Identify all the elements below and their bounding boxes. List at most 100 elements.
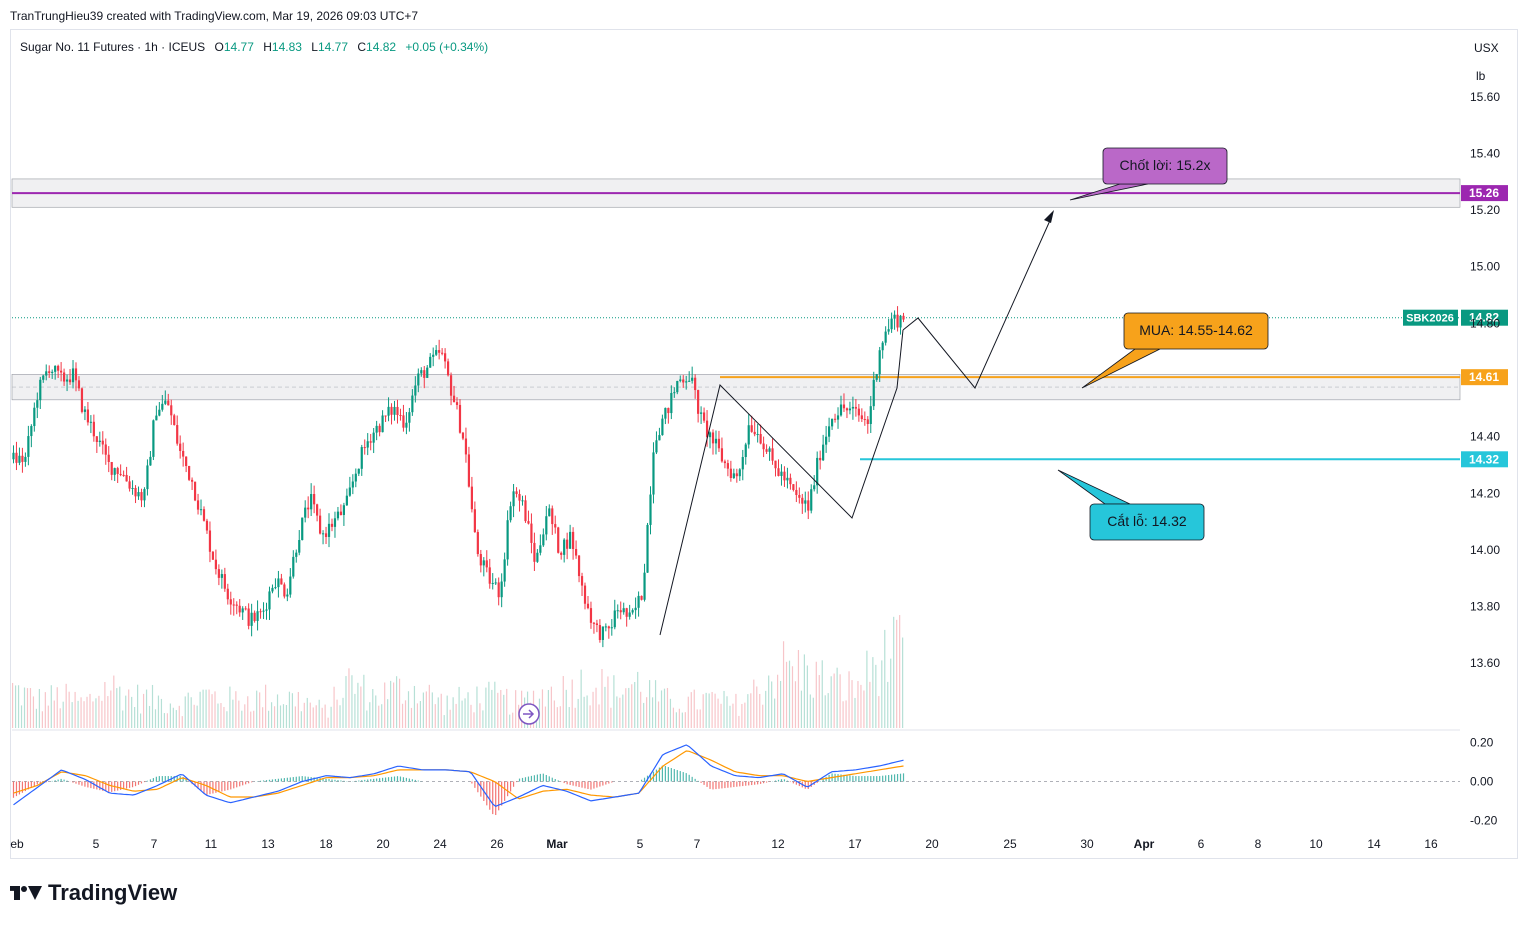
volume-bar: [515, 690, 517, 728]
volume-bar: [83, 701, 85, 728]
volume-bar: [705, 692, 707, 728]
macd-histogram-bar: [280, 778, 282, 782]
candle-body: [62, 372, 66, 382]
volume-bar: [309, 702, 311, 728]
currency-label[interactable]: USX: [1474, 41, 1499, 55]
volume-bar: [571, 679, 573, 728]
candle-body: [655, 440, 658, 453]
macd-histogram-bar: [774, 780, 777, 782]
volume-bar: [794, 681, 797, 728]
macd-histogram-bar: [387, 777, 390, 782]
volume-bar: [282, 704, 285, 728]
candle-body: [101, 440, 104, 445]
candle-body: [792, 484, 795, 490]
candle-body: [179, 443, 182, 451]
candle-body: [744, 444, 747, 458]
macd-histogram-bar: [75, 781, 77, 784]
candle-body: [563, 539, 566, 555]
volume-bar: [893, 616, 895, 728]
candle-body: [813, 485, 816, 490]
macd-histogram-bar: [390, 776, 393, 782]
volume-bar: [681, 712, 683, 728]
price-tick-label: 15.00: [1470, 260, 1500, 274]
volume-bar: [815, 661, 817, 728]
macd-histogram-bar: [265, 780, 268, 782]
macd-histogram-bar: [355, 780, 357, 782]
candle-body: [747, 425, 750, 445]
volume-bar: [744, 702, 746, 728]
macd-histogram-bar: [30, 781, 32, 788]
price-tick-label: 15.40: [1470, 146, 1500, 160]
macd-histogram-bar: [117, 781, 119, 791]
macd-histogram-bar: [795, 781, 797, 785]
macd-histogram-bar: [855, 776, 857, 782]
candle-body: [45, 371, 48, 376]
candle-body: [884, 331, 887, 343]
macd-histogram-bar: [93, 781, 95, 789]
macd-histogram-bar: [578, 781, 580, 787]
macd-histogram-bar: [557, 780, 559, 782]
symbol-label[interactable]: Sugar No. 11 Futures · 1h · ICEUS: [20, 40, 206, 54]
candle-body: [613, 610, 616, 628]
candle-body: [890, 318, 893, 330]
macd-histogram-bar: [539, 773, 541, 782]
volume-bar: [458, 686, 460, 728]
macd-histogram-bar: [542, 773, 544, 782]
macd-histogram-bar: [724, 781, 726, 789]
candle-body: [780, 471, 783, 476]
unit-label[interactable]: lb: [1476, 69, 1486, 83]
time-axis-label: 30: [1080, 837, 1094, 851]
macd-histogram-bar: [867, 776, 869, 782]
macd-histogram-bar: [536, 774, 538, 782]
macd-histogram-bar: [161, 776, 163, 782]
volume-bar: [384, 682, 386, 728]
macd-histogram-bar: [501, 781, 503, 806]
candle-body: [786, 477, 789, 481]
macd-histogram-bar: [807, 781, 809, 789]
volume-bar: [422, 692, 424, 728]
macd-histogram-bar: [733, 781, 735, 788]
macd-histogram-bar: [742, 781, 744, 787]
candle-body: [110, 461, 113, 475]
candle-body: [619, 610, 622, 613]
candle-body: [881, 342, 884, 351]
volume-bar: [851, 680, 853, 728]
volume-bar: [401, 703, 404, 728]
candle-body: [18, 455, 21, 463]
candle-body: [95, 436, 98, 442]
volume-bar: [842, 701, 844, 728]
replay-icon: [518, 703, 540, 725]
macd-histogram-bar: [152, 778, 154, 782]
macd-histogram-bar: [649, 773, 652, 782]
chart-legend: Sugar No. 11 Futures · 1h · ICEUS O14.77…: [20, 40, 488, 54]
candle-body: [137, 492, 140, 497]
macd-histogram-bar: [54, 780, 56, 782]
macd-histogram-bar: [718, 781, 720, 789]
candle-body: [798, 494, 801, 498]
candle-body: [253, 612, 256, 621]
macd-histogram-bar: [575, 781, 577, 787]
macd-histogram-bar: [518, 778, 521, 782]
candle-body: [155, 415, 158, 421]
macd-histogram-bar: [876, 776, 878, 782]
macd-histogram-bar: [230, 781, 232, 790]
volume-bar: [729, 705, 731, 728]
macd-histogram-bar: [709, 781, 711, 789]
candle-body: [268, 591, 271, 610]
volume-bar: [181, 716, 183, 728]
macd-histogram-bar: [325, 778, 327, 782]
volume-bar: [756, 686, 758, 728]
volume-bar: [693, 689, 695, 728]
drawings-layer: Chốt lời: 15.2x MUA: 14.55-14.62 Cắt lỗ: 1…: [518, 147, 1269, 725]
macd-histogram-bar: [155, 776, 157, 782]
candle-body: [679, 379, 682, 381]
volume-bar: [428, 684, 430, 728]
macd-histogram-bar: [843, 774, 845, 782]
tradingview-logo[interactable]: TradingView: [10, 880, 177, 906]
macd-histogram-bar: [858, 776, 860, 782]
time-axis-label: 18: [319, 837, 333, 851]
volume-bar: [610, 707, 612, 728]
macd-histogram-bar: [51, 780, 53, 782]
volume-bar: [12, 682, 14, 728]
